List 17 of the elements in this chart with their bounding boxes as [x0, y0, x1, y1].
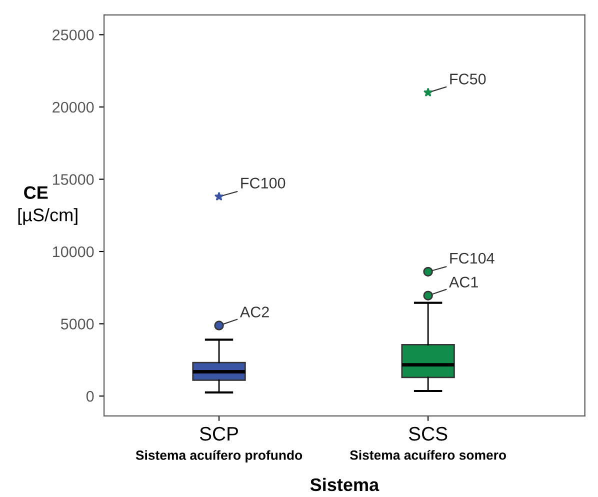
annotation: AC1 [449, 276, 478, 288]
annotation: AC2 [240, 306, 269, 318]
y-tick-label: 0 [86, 390, 94, 402]
y-axis-title: CE [µS/cm] [18, 186, 78, 225]
y-tick-label: 20000 [52, 102, 94, 113]
y-tick-label: 25000 [52, 30, 94, 40]
text: Sistema acuífero somero [350, 450, 506, 460]
annotation: FC100 [241, 178, 286, 189]
y-tick-label: 15000 [53, 174, 94, 185]
y-tick-label: 5000 [60, 318, 94, 330]
annotation: FC50 [450, 74, 486, 84]
x-tick-label: SCS [408, 426, 448, 441]
annotation: FC104 [450, 252, 494, 264]
x-axis-title: Sistema [310, 478, 380, 492]
y-tick-label: 10000 [53, 246, 94, 258]
x-tick-label: SCP [200, 426, 238, 441]
text: Sistema acuífero profundo [136, 450, 302, 462]
